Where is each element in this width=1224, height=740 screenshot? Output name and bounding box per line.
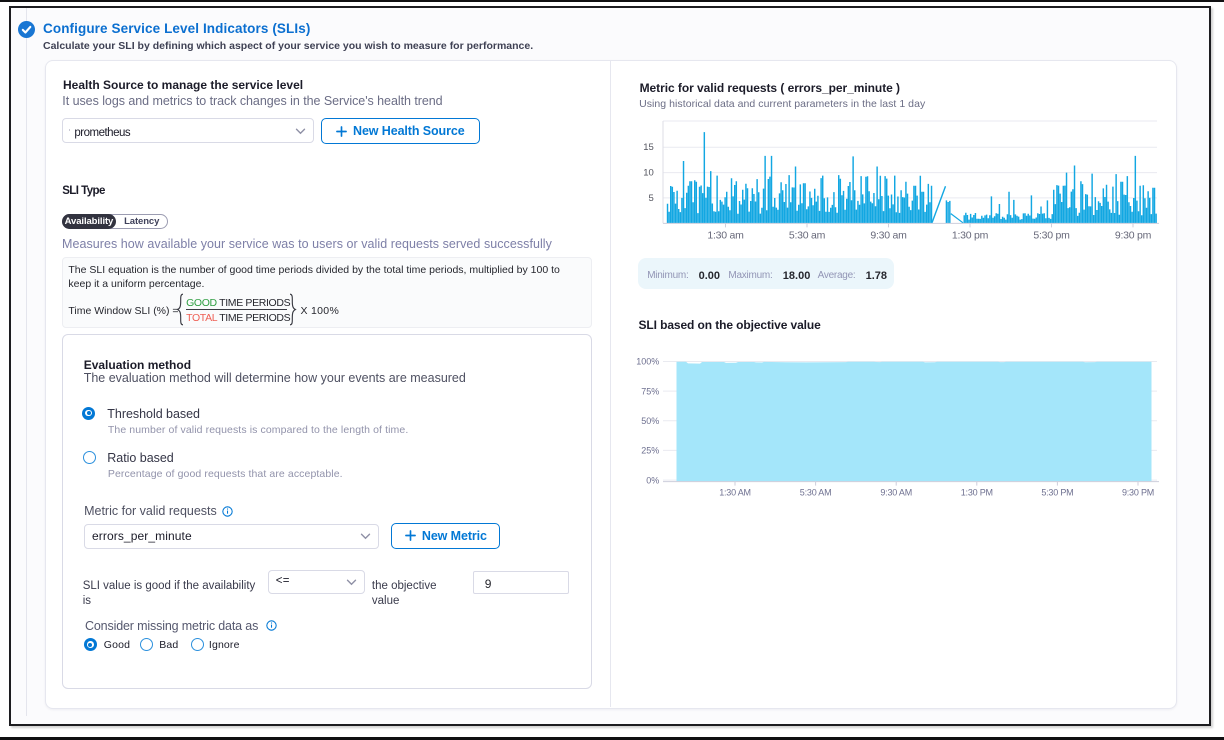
svg-text:5:30 AM: 5:30 AM: [800, 487, 832, 497]
svg-text:75%: 75%: [641, 386, 659, 396]
svg-text:0%: 0%: [646, 475, 659, 485]
svg-text:9:30 am: 9:30 am: [870, 229, 907, 241]
svg-text:25%: 25%: [641, 446, 659, 456]
svg-text:1:30 pm: 1:30 pm: [952, 229, 989, 241]
svg-text:9:30 PM: 9:30 PM: [1122, 487, 1154, 497]
svg-text:5:30 am: 5:30 am: [789, 229, 826, 241]
svg-text:100%: 100%: [636, 357, 659, 367]
svg-text:5:30 pm: 5:30 pm: [1033, 229, 1070, 241]
svg-text:1:30 AM: 1:30 AM: [719, 487, 751, 497]
svg-text:50%: 50%: [641, 416, 659, 426]
svg-text:10: 10: [643, 168, 654, 179]
svg-text:9:30 AM: 9:30 AM: [880, 487, 912, 497]
svg-text:5: 5: [649, 193, 654, 204]
svg-text:1:30 am: 1:30 am: [707, 229, 744, 241]
svg-text:5:30 PM: 5:30 PM: [1041, 487, 1073, 497]
svg-text:15: 15: [643, 142, 654, 153]
svg-text:9:30 pm: 9:30 pm: [1115, 229, 1152, 241]
svg-text:1:30 PM: 1:30 PM: [961, 487, 993, 497]
